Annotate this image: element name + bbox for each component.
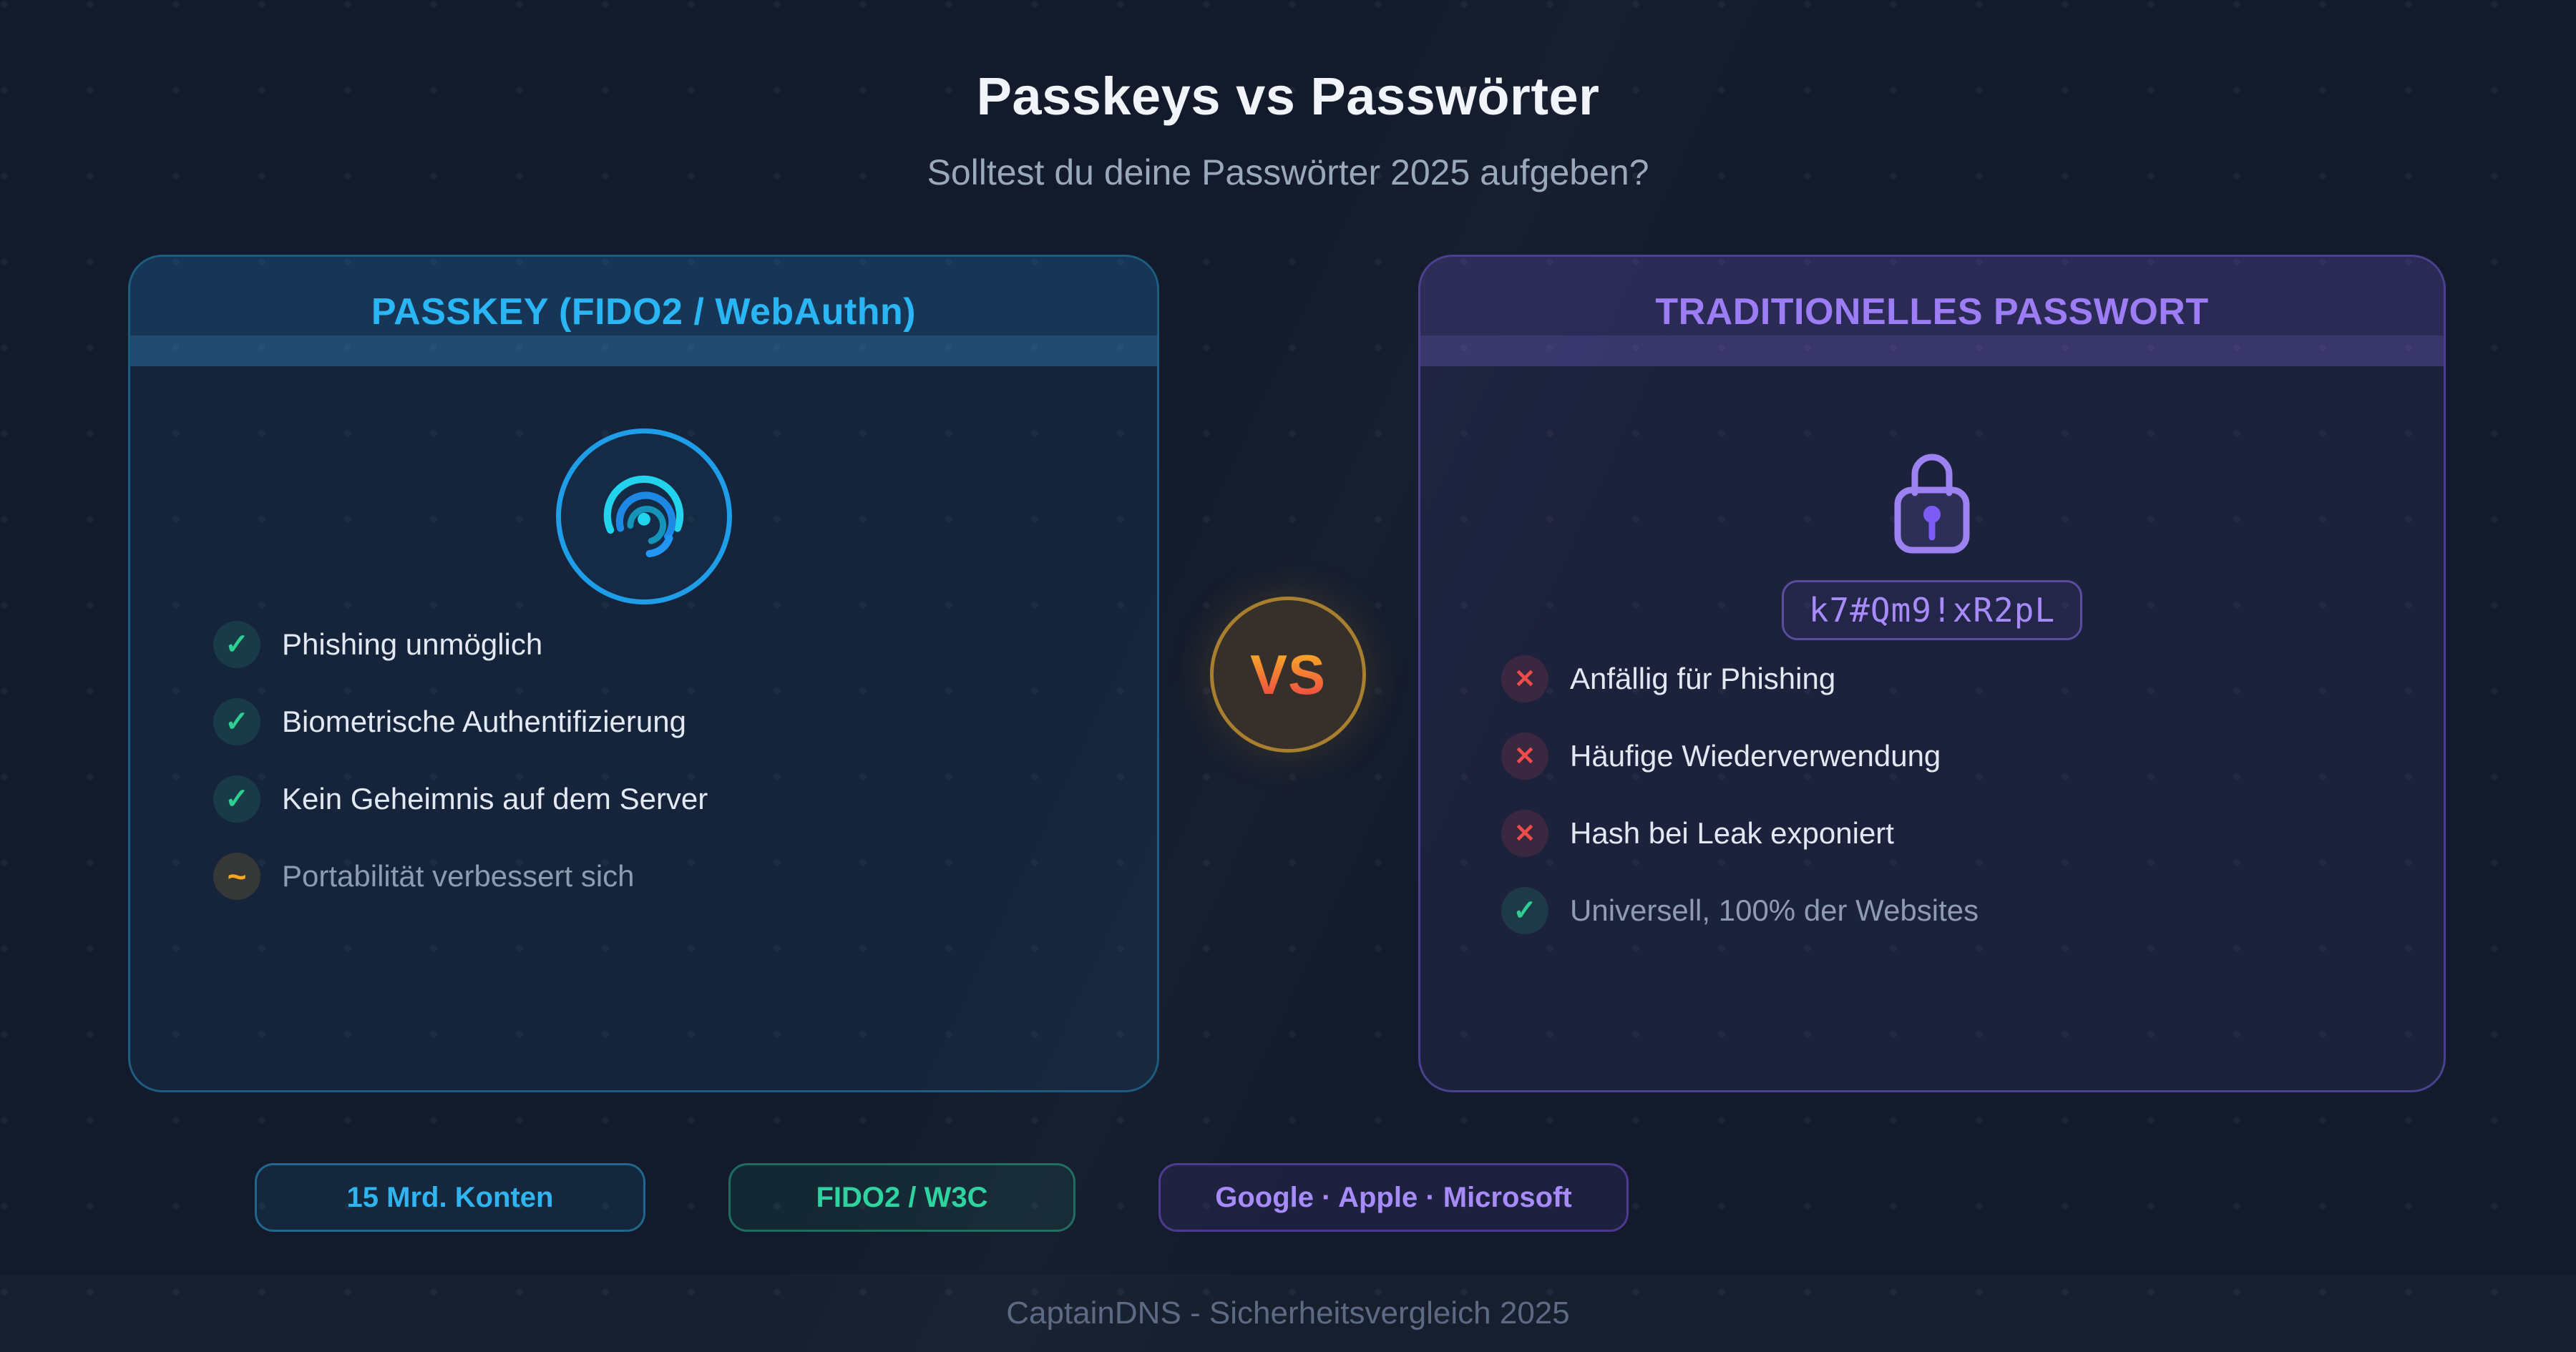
vs-badge: VS [1210,597,1366,753]
list-item: ✕ Häufige Wiederverwendung [1501,733,1979,780]
footer: CaptainDNS - Sicherheitsvergleich 2025 [0,1275,2576,1352]
page-subtitle: Solltest du deine Passwörter 2025 aufgeb… [927,152,1649,192]
check-icon: ✓ [213,621,260,668]
check-icon: ✓ [213,698,260,745]
stat-badge-accounts: 15 Mrd. Konten [255,1163,645,1232]
cross-icon: ✕ [1501,655,1548,702]
passkey-card-header: PASSKEY (FIDO2 / WebAuthn) [130,257,1157,366]
cross-icon: ✕ [1501,733,1548,780]
password-feature-list: ✕ Anfällig für Phishing ✕ Häufige Wieder… [1501,655,1979,964]
feature-label: Häufige Wiederverwendung [1570,739,1941,773]
page-title: Passkeys vs Passwörter [976,67,1600,126]
feature-label: Phishing unmöglich [282,627,543,661]
list-item: ✕ Hash bei Leak exponiert [1501,810,1979,857]
footer-credit: CaptainDNS - Sicherheitsvergleich 2025 [1006,1295,1570,1331]
feature-label: Kein Geheimnis auf dem Server [282,782,708,815]
list-item: ✓ Kein Geheimnis auf dem Server [213,775,708,823]
passkey-card-title: PASSKEY (FIDO2 / WebAuthn) [371,290,917,333]
check-icon: ✓ [1501,887,1548,934]
passkey-card: PASSKEY (FIDO2 / WebAuthn) ✓ Phishing un… [128,255,1159,1092]
password-card-header: TRADITIONELLES PASSWORT [1420,257,2444,366]
check-icon: ✓ [213,775,260,823]
feature-label: Universell, 100% der Websites [1570,893,1979,927]
vs-label: VS [1249,642,1327,706]
feature-label: Biometrische Authentifizierung [282,705,686,738]
passkey-feature-list: ✓ Phishing unmöglich ✓ Biometrische Auth… [213,621,708,930]
password-header-strip [1420,335,2444,366]
list-item: ✓ Phishing unmöglich [213,621,708,668]
tilde-icon: ~ [213,853,260,900]
password-card: TRADITIONELLES PASSWORT k7#Qm9!xR2pL ✕ A… [1418,255,2446,1092]
feature-label: Hash bei Leak exponiert [1570,816,1894,850]
password-card-title: TRADITIONELLES PASSWORT [1655,290,2209,333]
list-item: ✓ Biometrische Authentifizierung [213,698,708,745]
stat-badge-row: 15 Mrd. Konten FIDO2 / W3C Google · Appl… [255,1163,1629,1232]
fingerprint-icon [555,428,732,604]
stat-badge-standard: FIDO2 / W3C [728,1163,1075,1232]
list-item: ✕ Anfällig für Phishing [1501,655,1979,702]
stat-badge-vendors: Google · Apple · Microsoft [1158,1163,1629,1232]
cross-icon: ✕ [1501,810,1548,857]
list-item: ✓ Universell, 100% der Websites [1501,887,1979,934]
list-item: ~ Portabilität verbessert sich [213,853,708,900]
feature-label: Portabilität verbessert sich [282,859,635,893]
password-sample-chip: k7#Qm9!xR2pL [1782,580,2082,640]
passkey-header-strip [130,335,1157,366]
feature-label: Anfällig für Phishing [1570,662,1836,695]
lock-icon [1882,434,1982,564]
